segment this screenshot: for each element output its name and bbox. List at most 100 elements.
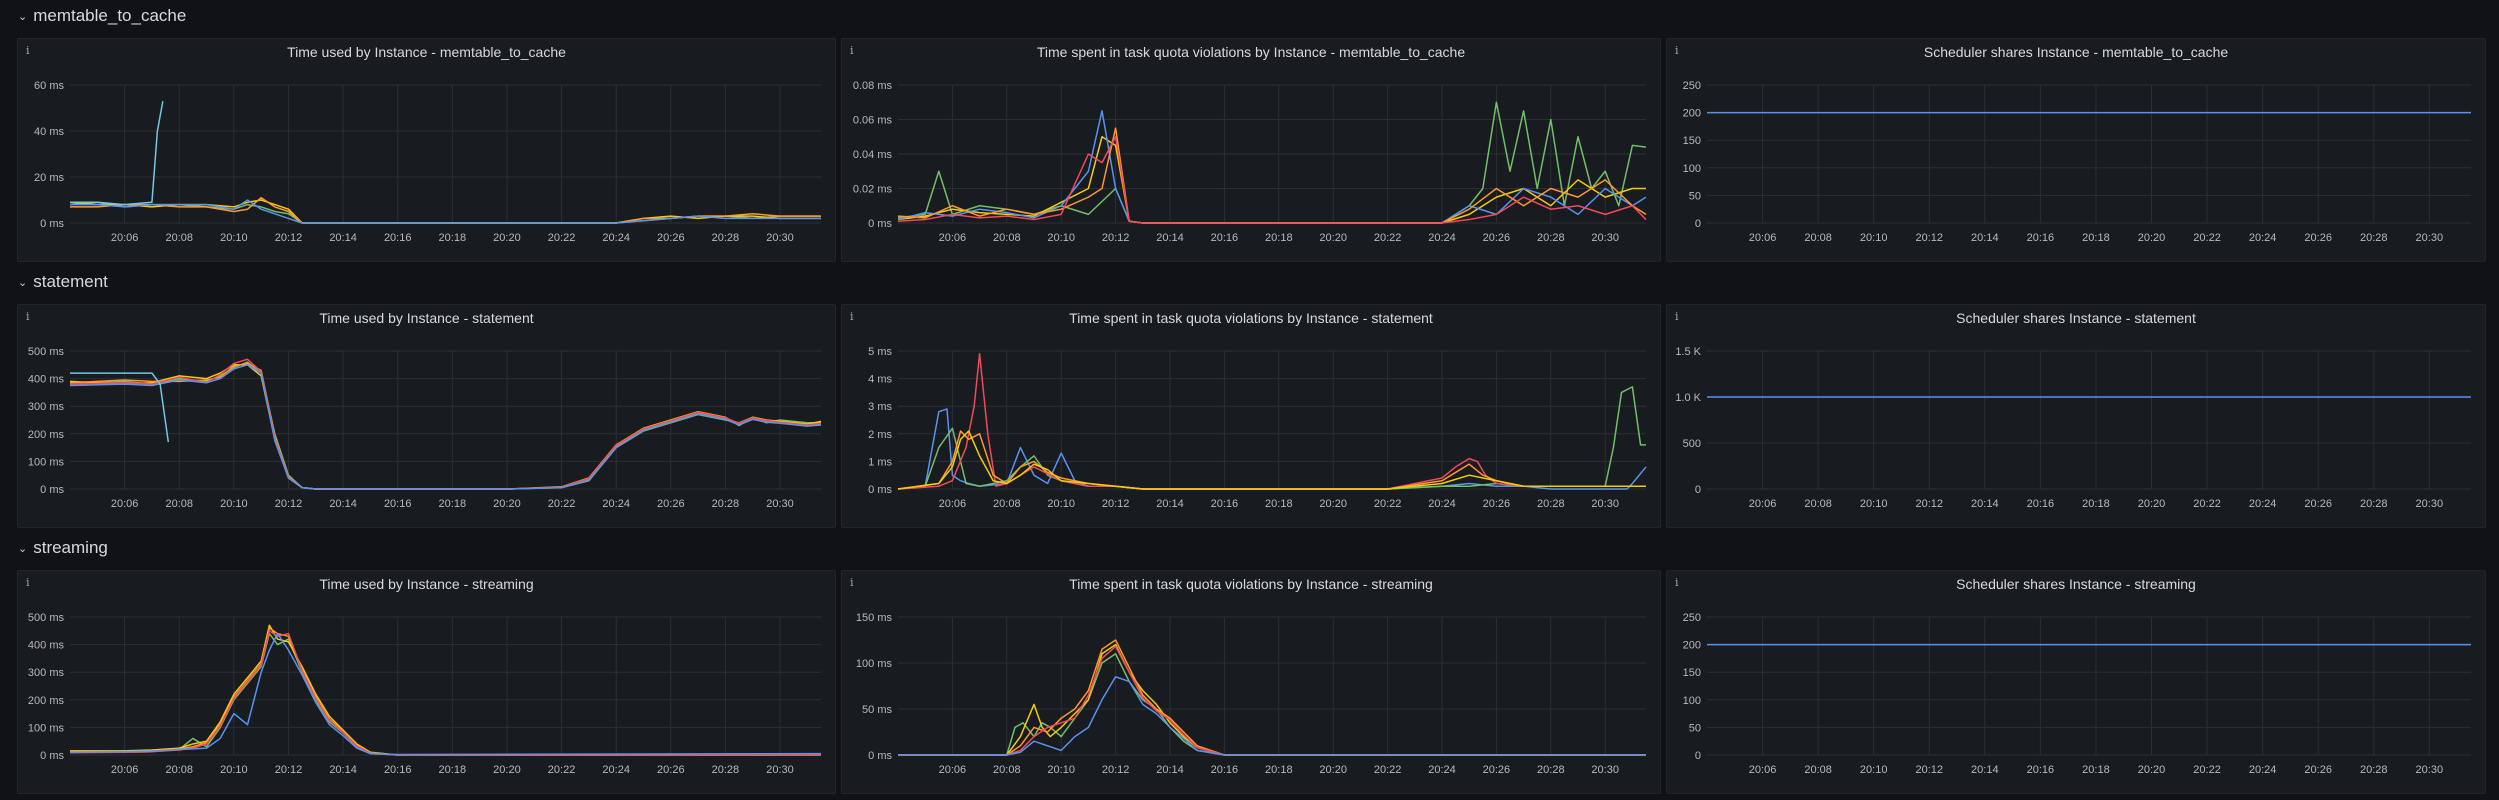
y-tick-label: 0.04 ms: [853, 149, 893, 161]
y-tick-label: 0: [1695, 750, 1701, 762]
series-line: [897, 127, 1647, 224]
x-tick-label: 20:28: [2360, 498, 2388, 510]
row-header-statement[interactable]: ⌄ statement: [18, 268, 108, 296]
x-tick-label: 20:14: [1971, 764, 1999, 776]
info-icon[interactable]: i: [1675, 310, 1679, 323]
x-tick-label: 20:10: [1047, 764, 1075, 776]
x-tick-label: 20:16: [1211, 232, 1239, 244]
x-tick-label: 20:28: [1537, 498, 1565, 510]
x-tick-label: 20:08: [165, 232, 193, 244]
row-title: statement: [33, 272, 108, 291]
x-tick-label: 20:26: [1483, 232, 1511, 244]
chart[interactable]: 0 50 100 150 200 250 20:06 20:08 20:10 20:12 20:14…: [1667, 571, 2485, 793]
x-tick-label: 20:16: [1211, 498, 1239, 510]
y-tick-label: 1.5 K: [1675, 346, 1701, 358]
y-tick-label: 0 ms: [868, 218, 892, 230]
y-tick-label: 3 ms: [868, 401, 892, 413]
y-tick-label: 100: [1683, 163, 1701, 175]
x-tick-label: 20:12: [275, 232, 303, 244]
chart[interactable]: 0 ms 100 ms 200 ms 300 ms 400 ms 500 ms 20:06 2…: [18, 305, 835, 527]
x-tick-label: 20:14: [1971, 232, 1999, 244]
x-tick-label: 20:06: [939, 764, 967, 776]
y-tick-label: 150: [1683, 135, 1701, 147]
x-tick-label: 20:12: [1915, 764, 1943, 776]
panel[interactable]: i Time used by Instance - memtable_to_cac…: [17, 38, 836, 262]
x-tick-label: 20:18: [439, 498, 467, 510]
chart[interactable]: 0 ms 1 ms 2 ms 3 ms 4 ms 5 ms 20:06 20:08 20:10 2…: [842, 305, 1660, 527]
x-tick-label: 20:26: [657, 764, 685, 776]
panel[interactable]: i Time spent in task quota violations by …: [841, 570, 1661, 794]
x-tick-label: 20:28: [2360, 764, 2388, 776]
series-line: [69, 630, 821, 756]
x-tick-label: 20:22: [2193, 498, 2221, 510]
y-tick-label: 500: [1683, 438, 1701, 450]
x-tick-label: 20:20: [2138, 498, 2166, 510]
x-tick-label: 20:22: [2193, 232, 2221, 244]
x-tick-label: 20:30: [2416, 764, 2444, 776]
panel-title: Time used by Instance - statement: [319, 310, 534, 326]
y-tick-label: 0 ms: [40, 218, 64, 230]
chart[interactable]: 0 ms 100 ms 200 ms 300 ms 400 ms 500 ms 20:06 2…: [18, 571, 835, 793]
panel[interactable]: i Time spent in task quota violations by …: [841, 304, 1661, 528]
x-tick-label: 20:22: [548, 498, 576, 510]
chart[interactable]: 0 ms 50 ms 100 ms 150 ms 20:06 20:08 20:10 20:1…: [842, 571, 1660, 793]
y-tick-label: 1 ms: [868, 456, 892, 468]
series-line: [897, 430, 1646, 490]
x-tick-label: 20:26: [1483, 764, 1511, 776]
y-tick-label: 50 ms: [862, 704, 892, 716]
info-icon[interactable]: i: [1675, 576, 1679, 589]
x-tick-label: 20:26: [1483, 498, 1511, 510]
panel[interactable]: i Scheduler shares Instance - streaming 0 5…: [1666, 570, 2486, 794]
info-icon[interactable]: i: [1675, 44, 1679, 57]
info-icon[interactable]: i: [26, 44, 30, 57]
y-tick-label: 20 ms: [34, 172, 64, 184]
info-icon[interactable]: i: [850, 576, 854, 589]
x-tick-label: 20:18: [2082, 232, 2110, 244]
y-tick-label: 100 ms: [28, 722, 65, 734]
series-line: [70, 627, 821, 756]
series-line: [898, 676, 1646, 756]
chart[interactable]: 0 50 100 150 200 250 20:06 20:08 20:10 20:12 20:14…: [1667, 39, 2485, 261]
chevron-down-icon: ⌄: [18, 10, 28, 23]
chart[interactable]: 0 ms 20 ms 40 ms 60 ms 20:06 20:08 20:10 20:12 2…: [18, 39, 835, 261]
x-tick-label: 20:26: [657, 498, 685, 510]
panel[interactable]: i Time used by Instance - streaming 0 ms 10…: [17, 570, 836, 794]
x-tick-label: 20:12: [1915, 232, 1943, 244]
x-tick-label: 20:08: [993, 232, 1021, 244]
row-header-memtable[interactable]: ⌄ memtable_to_cache: [18, 2, 186, 30]
x-tick-label: 20:18: [1265, 498, 1293, 510]
row-title: memtable_to_cache: [33, 6, 187, 25]
info-icon[interactable]: i: [26, 576, 30, 589]
y-tick-label: 500 ms: [28, 346, 65, 358]
x-tick-label: 20:14: [1156, 232, 1184, 244]
panel-title: Scheduler shares Instance - statement: [1956, 310, 2196, 326]
x-tick-label: 20:10: [1047, 232, 1075, 244]
x-tick-label: 20:22: [548, 764, 576, 776]
chart[interactable]: 0 500 1.0 K 1.5 K 20:06 20:08 20:10 20:12 20:14 2…: [1667, 305, 2485, 527]
y-tick-label: 60 ms: [34, 80, 64, 92]
info-icon[interactable]: i: [26, 310, 30, 323]
x-tick-label: 20:30: [1591, 764, 1619, 776]
panel[interactable]: i Scheduler shares Instance - statement 0 5…: [1666, 304, 2486, 528]
panel[interactable]: i Time spent in task quota violations by …: [841, 38, 1661, 262]
x-tick-label: 20:10: [1047, 498, 1075, 510]
chevron-down-icon: ⌄: [18, 276, 28, 289]
info-icon[interactable]: i: [850, 44, 854, 57]
chart[interactable]: 0 ms 0.02 ms 0.04 ms 0.06 ms 0.08 ms 20:06 20:…: [842, 39, 1660, 261]
panel[interactable]: i Time used by Instance - statement 0 ms 10…: [17, 304, 836, 528]
x-tick-label: 20:16: [2027, 232, 2055, 244]
row-header-streaming[interactable]: ⌄ streaming: [18, 534, 108, 562]
series-line: [70, 196, 821, 224]
x-tick-label: 20:14: [1156, 764, 1184, 776]
x-tick-label: 20:16: [2027, 764, 2055, 776]
x-tick-label: 20:22: [1374, 498, 1402, 510]
x-tick-label: 20:24: [2249, 498, 2277, 510]
series-line: [70, 199, 821, 224]
series-line: [70, 632, 821, 756]
x-tick-label: 20:08: [993, 498, 1021, 510]
panel-title: Scheduler shares Instance - streaming: [1956, 576, 2196, 592]
x-tick-label: 20:14: [1971, 498, 1999, 510]
panel[interactable]: i Scheduler shares Instance - memtable_to…: [1666, 38, 2486, 262]
x-tick-label: 20:18: [1265, 232, 1293, 244]
info-icon[interactable]: i: [850, 310, 854, 323]
